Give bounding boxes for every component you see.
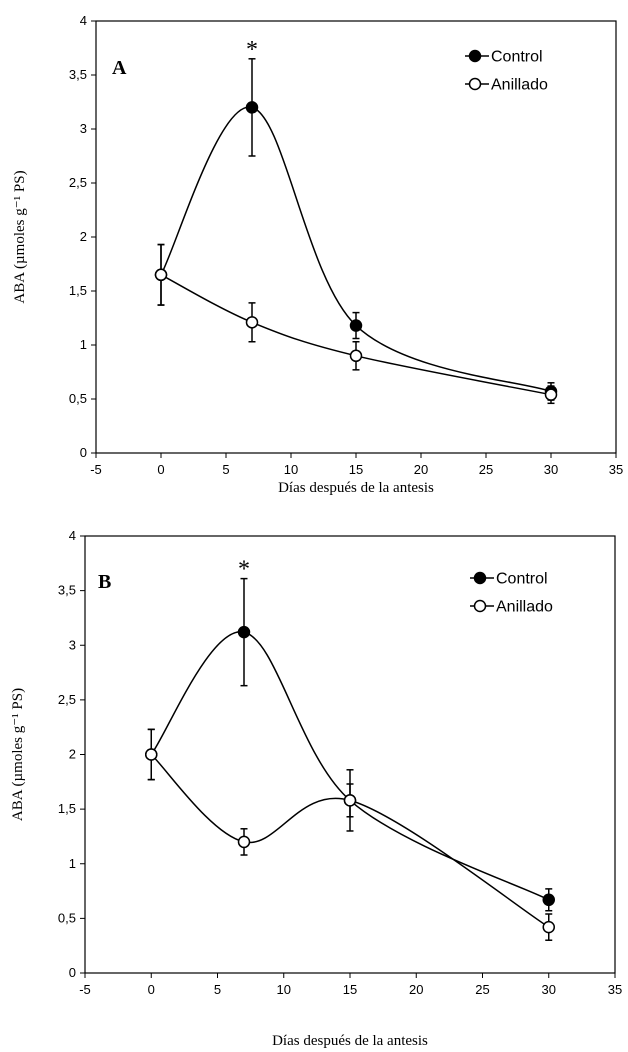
x-tick-label: 35 (608, 982, 622, 997)
x-axis-title: Días después de la antesis (278, 480, 434, 496)
legend: Control Anillado (470, 571, 553, 616)
y-tick-label: 1,5 (58, 801, 76, 816)
legend-marker-anillado (468, 77, 482, 91)
x-tick-label: -5 (90, 462, 102, 477)
series-line-control (150, 631, 550, 901)
x-tick-label: 25 (475, 982, 489, 997)
y-tick-label: 0 (69, 965, 76, 980)
panel-label: B (98, 571, 111, 593)
series-line-anillado (150, 753, 550, 928)
data-point-anillado (349, 349, 363, 363)
data-point-anillado (542, 920, 555, 934)
x-axis-title: Días después de la antesis (272, 1033, 428, 1049)
y-tick-label: 3 (69, 637, 76, 652)
y-axis-title: ABA (µmoles g⁻¹ PS) (10, 688, 26, 821)
panel-label: A (112, 57, 127, 79)
x-tick-label: 15 (349, 462, 363, 477)
legend-label-control: Control (491, 49, 543, 66)
significance-asterisk: * (238, 557, 250, 583)
x-tick-label: 0 (148, 982, 155, 997)
y-tick-label: 2,5 (58, 692, 76, 707)
legend-marker-control (468, 49, 482, 63)
y-tick-label: 3,5 (58, 583, 76, 598)
x-tick-label: -5 (79, 982, 91, 997)
x-tick-label: 35 (609, 462, 623, 477)
legend-label-control: Control (496, 571, 548, 588)
x-tick-label: 0 (157, 462, 164, 477)
series-line-anillado (160, 274, 552, 396)
x-tick-label: 20 (409, 982, 423, 997)
y-axis-title: ABA (µmoles g⁻¹ PS) (12, 170, 28, 303)
y-tick-label: 4 (80, 13, 87, 28)
x-tick-label: 10 (284, 462, 298, 477)
y-tick-label: 2 (80, 229, 87, 244)
data-point-anillado (237, 835, 251, 849)
x-tick-label: 5 (222, 462, 229, 477)
data-point-control (245, 101, 259, 114)
y-tick-label: 2,5 (69, 175, 87, 190)
y-tick-label: 0,5 (69, 391, 87, 406)
data-point-anillado (154, 268, 168, 282)
data-point-anillado (145, 748, 158, 761)
y-tick-label: 0,5 (58, 910, 76, 925)
y-tick-label: 1 (69, 856, 76, 871)
x-tick-label: 30 (542, 982, 556, 997)
y-tick-label: 4 (69, 528, 76, 543)
y-tick-label: 3,5 (69, 67, 87, 82)
y-tick-label: 3 (80, 121, 87, 136)
data-point-control (237, 625, 251, 639)
legend-label-anillado: Anillado (491, 77, 548, 94)
x-tick-label: 30 (544, 462, 558, 477)
data-point-anillado (245, 316, 259, 329)
legend-marker-anillado (473, 599, 487, 613)
legend-marker-control (473, 571, 487, 585)
x-tick-label: 5 (214, 982, 221, 997)
y-tick-label: 1,5 (69, 283, 87, 298)
x-tick-label: 15 (343, 982, 357, 997)
y-tick-label: 2 (69, 747, 76, 762)
x-tick-label: 10 (277, 982, 291, 997)
legend: Control Anillado (465, 49, 548, 94)
y-tick-label: 1 (80, 337, 87, 352)
data-point-anillado (343, 794, 357, 807)
significance-asterisk: * (246, 37, 258, 63)
y-tick-label: 0 (80, 445, 87, 460)
data-point-control (542, 893, 555, 907)
legend-label-anillado: Anillado (496, 599, 553, 616)
x-tick-label: 20 (414, 462, 428, 477)
x-tick-label: 25 (479, 462, 493, 477)
data-point-anillado (544, 388, 558, 401)
series-line-control (160, 106, 552, 393)
data-point-control (349, 319, 363, 332)
